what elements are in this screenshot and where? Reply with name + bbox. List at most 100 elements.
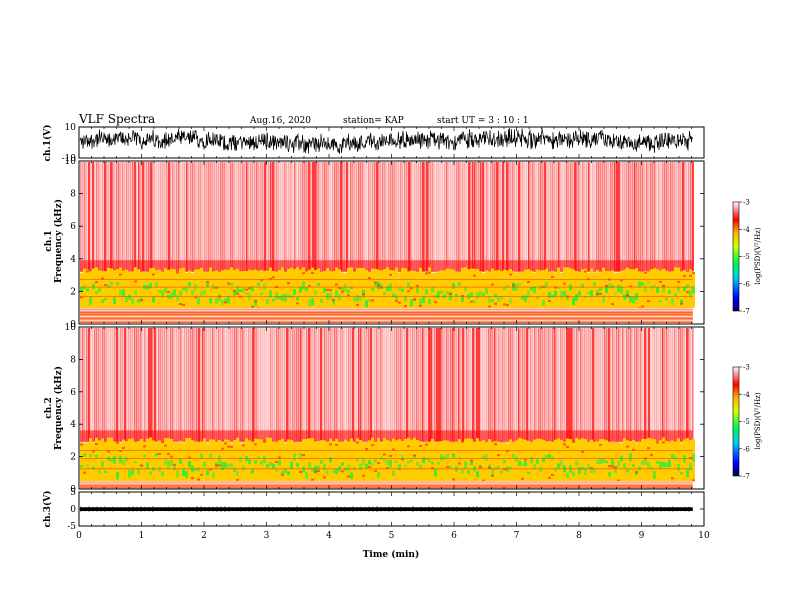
ch1-spectrogram-band-green bbox=[107, 284, 110, 289]
ch2-spectrogram-streak bbox=[544, 328, 546, 442]
ch2-spectrogram-streak bbox=[292, 328, 294, 442]
ch1-spectrogram-band-red bbox=[428, 271, 431, 274]
ch1-spectrogram-band-green bbox=[626, 290, 629, 298]
ch2-spectrogram-band-red bbox=[500, 440, 503, 443]
ch2-spectrogram-streak bbox=[526, 328, 528, 442]
ch1-spectrogram-streak bbox=[392, 162, 394, 272]
ch1-spectrogram-streak bbox=[418, 162, 420, 272]
ch1-spectrogram-band-green bbox=[461, 295, 464, 302]
ch1-spectrogram-band bbox=[326, 268, 329, 308]
ch2-spectrogram-band bbox=[194, 441, 197, 481]
ch1-spectrogram-streak bbox=[540, 162, 542, 272]
ch1-spectrogram-streak bbox=[682, 162, 684, 272]
ch1-spectrogram-streak bbox=[558, 162, 560, 272]
ch2-spectrogram-band bbox=[413, 437, 416, 481]
ch2-spectrogram-streak bbox=[578, 328, 580, 442]
ch1-spectrogram-band-green bbox=[251, 286, 254, 292]
ch2-spectrogram-band-green bbox=[101, 461, 104, 468]
ch2-spectrogram-band-green bbox=[401, 455, 404, 460]
ch2-spectrogram-streak bbox=[268, 328, 270, 442]
ch1-spectrogram-streak bbox=[184, 162, 186, 272]
ch1-spectrogram-band-green bbox=[239, 289, 242, 293]
ch1-spectrogram-band-red bbox=[599, 292, 602, 295]
ch1-spectrogram-streak bbox=[622, 162, 624, 272]
ch2-spectrogram-streak bbox=[676, 328, 678, 442]
ch1-spectrogram-band-red bbox=[245, 288, 248, 291]
ch1-spectrogram-streak bbox=[468, 162, 470, 272]
ch2-spectrogram-band-green bbox=[254, 460, 257, 464]
ch1-spectrogram-band bbox=[353, 271, 356, 308]
ch2-spectrogram-band bbox=[653, 439, 656, 481]
ch2-spectrogram-streak bbox=[396, 328, 398, 442]
ch2-spectrogram-band-green bbox=[290, 461, 293, 469]
ch2-spectrogram-band-green bbox=[521, 463, 524, 466]
ch1-spectrogram-band bbox=[362, 267, 365, 308]
ch2-spectrogram-streak bbox=[518, 328, 520, 442]
ch1-spectrogram-streak bbox=[450, 162, 452, 272]
ch2-spectrogram-streak bbox=[392, 328, 394, 442]
ch1-spectrogram-band-green bbox=[383, 291, 386, 296]
ch1-spectrogram-streak bbox=[232, 162, 234, 272]
ch2-colorbar-label: -7 bbox=[743, 473, 750, 481]
ch2-spectrogram-streak bbox=[568, 328, 570, 442]
ch1-spectrogram-band-red bbox=[407, 290, 410, 293]
ch2-spectrogram-streak bbox=[226, 328, 228, 442]
ch2-spectrogram-band-red bbox=[608, 465, 611, 468]
ch1-spectrogram-band bbox=[359, 267, 362, 308]
ch1-spectrogram-streak bbox=[554, 162, 556, 272]
ch2-spectrogram-band-red bbox=[452, 478, 455, 481]
ch2-colorbar-label: log(PSD)(V²/Hz) bbox=[754, 392, 762, 449]
ch2-spectrogram-streak bbox=[650, 328, 652, 442]
ch2-spectrogram-streak bbox=[494, 328, 496, 442]
ch1-spectrogram-band-green bbox=[530, 286, 533, 291]
ch2-spectrogram-streak bbox=[278, 328, 280, 442]
ch2-spectrogram-band bbox=[566, 438, 569, 481]
time-tick-label: 4 bbox=[326, 531, 332, 541]
ch1-spectrogram-band-red bbox=[596, 293, 599, 296]
ch2-spectrogram-streak bbox=[310, 328, 312, 442]
ch2-spectrogram-band-red bbox=[566, 446, 569, 449]
ch2-spectrogram-streak bbox=[514, 328, 516, 442]
ch2-spectrogram-streak bbox=[618, 328, 620, 442]
ch1-spectrogram-band bbox=[146, 272, 149, 308]
ch2-spectrogram-band-red bbox=[161, 441, 164, 443]
ch2-spectrogram-streak bbox=[452, 328, 454, 442]
ch2-spectrogram-band-green bbox=[578, 466, 581, 475]
ch2-spectrogram-band-green bbox=[242, 466, 245, 471]
ch2-spectrogram-streak bbox=[442, 328, 444, 442]
ch1-spectrogram-band-red bbox=[641, 305, 644, 308]
ch2-spectrogram-streak bbox=[590, 328, 592, 442]
ch2-spectrogram-band-green bbox=[203, 461, 206, 468]
ch2-spectrogram-band-green bbox=[137, 468, 140, 475]
ch2-spectrogram-band-green bbox=[113, 456, 116, 464]
ch2-colorbar-ticks: -3-4-5-6-7 bbox=[739, 364, 750, 481]
ch2-spectrogram-streak bbox=[182, 328, 184, 442]
ch2-spectrogram-streak bbox=[298, 328, 300, 442]
ch1-spectrogram-streak bbox=[174, 162, 176, 272]
ch1-spectrogram-streak bbox=[178, 162, 180, 272]
ch2-spectrogram-streak bbox=[170, 328, 172, 442]
ch1-spectrogram-band bbox=[584, 268, 587, 308]
ch1-spectrogram-streak bbox=[688, 162, 690, 272]
ch1-spectrogram-streak bbox=[498, 162, 500, 272]
ch1-spectrogram-band-green bbox=[293, 289, 296, 295]
ch1-spectrogram-band-green bbox=[95, 291, 98, 295]
ch1-spectrogram-streak bbox=[278, 162, 280, 272]
ch2-spectrogram-band bbox=[689, 440, 692, 481]
ch2-spectrogram-band-green bbox=[689, 463, 692, 471]
ch2-spectrogram-band bbox=[506, 443, 509, 481]
ch1-spectrogram-streak bbox=[638, 162, 640, 272]
ch2-spectrogram-band bbox=[626, 440, 629, 481]
ch2-spectrogram-band bbox=[593, 442, 596, 481]
ch1-spectrogram-streak bbox=[496, 162, 498, 272]
ch2-spectrogram-band bbox=[185, 438, 188, 481]
ch2-spectrogram-band bbox=[293, 442, 296, 481]
ch2-spectrogram-band-green bbox=[437, 462, 440, 465]
ch2-spectrogram-band bbox=[581, 438, 584, 481]
ch1-spectrogram-band-green bbox=[89, 296, 92, 305]
ch1-spectrogram-band-red bbox=[224, 301, 227, 304]
time-axis-label: Time (min) bbox=[363, 549, 420, 560]
ch2-spectrogram-streak bbox=[220, 328, 222, 442]
ch1-spectrogram-band-green bbox=[668, 290, 671, 294]
ch1-spectrogram-band-red bbox=[95, 281, 98, 284]
